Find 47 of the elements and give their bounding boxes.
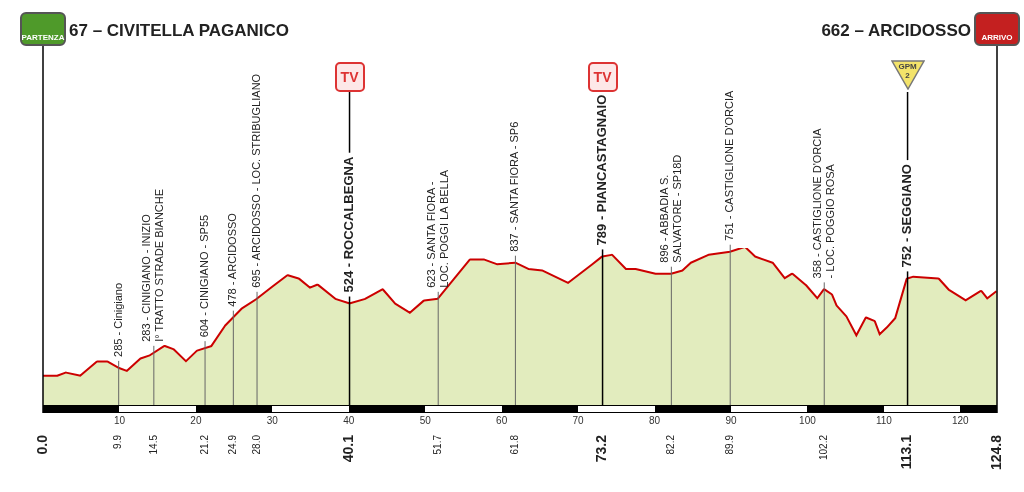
x-tick-label: 90 xyxy=(725,414,737,426)
x-tick-label: 50 xyxy=(419,414,432,426)
text: 73.2 xyxy=(593,434,610,463)
tv-icon: TV xyxy=(587,62,618,92)
text: 102.2 xyxy=(817,434,829,461)
ref-line-label: 752 - SEGGIANO xyxy=(899,164,915,268)
ref-line-label: 524 - ROCCALBEGNA xyxy=(341,156,357,293)
x-tick-label: 70 xyxy=(572,414,585,426)
ref-line-label: 67 – CIVITELLA PAGANICO xyxy=(69,20,290,40)
ref-line-label: 751 - CASTIGLIONE D'ORCIA xyxy=(723,90,736,241)
text: 61.8 xyxy=(509,434,521,455)
ref-line-label: 623 - SANTA FIORA - LOC. POGGI LA BELLA xyxy=(424,169,450,288)
x-tick-label: 80 xyxy=(648,414,661,426)
text: 28.0 xyxy=(250,434,262,455)
text: 124.8 xyxy=(987,434,1004,471)
text: 89.9 xyxy=(723,434,735,455)
text: 0.0 xyxy=(33,434,50,455)
text: 9.9 xyxy=(112,434,124,449)
text: 82.2 xyxy=(665,434,677,455)
ref-line-label: 283 - CINIGIANO - INIZIO I° TRATTO STRADE BIANCHE xyxy=(140,188,166,342)
ref-line-label: 789 - PIANCASTAGNAIO xyxy=(594,94,610,246)
x-tick-label: 120 xyxy=(951,414,970,426)
ref-line-label: 695 - ARCIDOSSO - LOC. STRIBUGLIANO xyxy=(250,73,263,288)
ref-line-label: 896 - ABBADIA S. SALVATORE - SP18D xyxy=(657,154,683,263)
tv-icon: TV xyxy=(334,62,365,92)
ref-line-label: 478 - ARCIDOSSO xyxy=(226,212,239,307)
ref-line-label: 358 - CASTIGLIONE D'ORCIA - LOC. POGGIO ROSA xyxy=(810,127,836,279)
text: 21.2 xyxy=(198,434,210,455)
ref-line-label: 285 - Cinigiano xyxy=(111,282,124,357)
x-tick-label: 40 xyxy=(343,414,355,426)
text: 40.1 xyxy=(340,434,357,463)
x-tick-label: 30 xyxy=(266,414,279,426)
triangle-sign-icon: GPM 2 xyxy=(890,60,925,90)
text: 24.9 xyxy=(227,434,239,455)
x-tick-label: 20 xyxy=(190,414,202,426)
text: 113.1 xyxy=(898,434,915,470)
x-tick-label: 60 xyxy=(496,414,508,426)
x-tick-label: 100 xyxy=(799,414,817,426)
x-tick-label: 10 xyxy=(113,414,126,426)
finish-sign-icon: ARRIVO xyxy=(974,12,1020,46)
ref-line-label: 604 - CINIGIANO - SP55 xyxy=(198,214,211,338)
ref-line-label: 662 – ARCIDOSSO xyxy=(821,20,971,40)
start-sign-icon: PARTENZA xyxy=(20,12,66,46)
text: 14.5 xyxy=(147,434,159,455)
text: 51.7 xyxy=(431,434,443,455)
x-tick-label: 110 xyxy=(875,414,893,426)
ref-line-label: 837 - SANTA FIORA - SP6 xyxy=(508,121,521,252)
